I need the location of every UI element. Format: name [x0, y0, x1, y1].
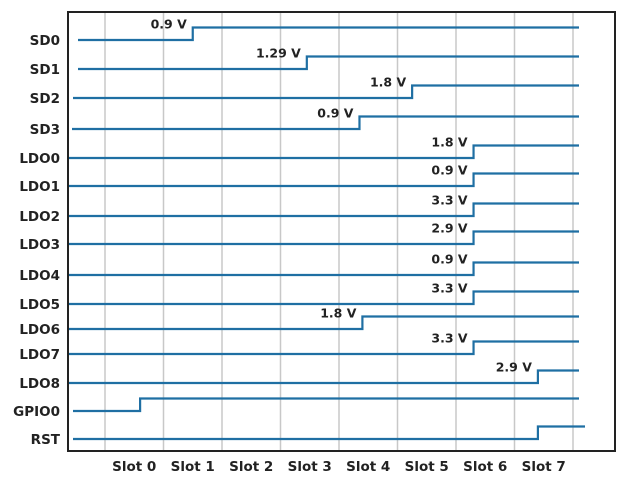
plot-frame [67, 11, 616, 452]
signal-rst: RST [31, 425, 585, 448]
signal-name: LDO7 [19, 347, 60, 363]
signal-name: LDO1 [19, 179, 60, 195]
signal-name: LDO0 [19, 151, 60, 167]
signal-name: SD1 [30, 62, 60, 78]
signal-name: GPIO0 [13, 404, 60, 420]
signal-ldo3: LDO3 2.9 V [19, 221, 579, 253]
slot-label: Slot 0 [112, 459, 156, 475]
signal-name: LDO4 [19, 268, 60, 284]
slot-label: Slot 4 [346, 459, 390, 475]
slot-label: Slot 7 [522, 459, 566, 475]
signal-name: LDO5 [19, 297, 60, 313]
slot-label: Slot 3 [288, 459, 332, 475]
voltage-label: 1.8 V [431, 135, 467, 150]
signal-trace [69, 230, 579, 246]
signal-name: LDO3 [19, 237, 60, 253]
signal-gpio0: GPIO0 [13, 397, 579, 420]
signal-trace [73, 425, 585, 441]
voltage-label: 2.9 V [496, 360, 532, 375]
signal-trace [78, 55, 579, 71]
signal-trace [69, 315, 579, 331]
signal-name: SD0 [30, 33, 60, 49]
signal-ldo4: LDO4 0.9 V [19, 252, 579, 284]
signal-trace [73, 397, 579, 413]
signal-ldo2: LDO2 3.3 V [19, 193, 579, 225]
signal-name: SD2 [30, 91, 60, 107]
signal-trace [69, 290, 579, 306]
signal-ldo0: LDO0 1.8 V [19, 135, 579, 167]
voltage-label: 0.9 V [431, 252, 467, 267]
voltage-label: 1.29 V [256, 46, 301, 61]
voltage-label: 0.9 V [431, 163, 467, 178]
voltage-label: 0.9 V [317, 106, 353, 121]
signal-traces: SD0 0.9 V SD1 1.29 V SD2 1.8 V SD3 0.9 V LDO0 1.8… [13, 17, 585, 448]
signal-ldo6: LDO6 1.8 V [19, 306, 579, 338]
slot-label: Slot 5 [405, 459, 449, 475]
signal-ldo7: LDO7 3.3 V [19, 331, 579, 363]
signal-sd2: SD2 1.8 V [30, 75, 579, 107]
voltage-label: 3.3 V [431, 193, 467, 208]
slot-label: Slot 1 [171, 459, 215, 475]
voltage-label: 3.3 V [431, 281, 467, 296]
signal-trace [69, 144, 579, 160]
slot-label: Slot 6 [463, 459, 507, 475]
slot-axis-labels: Slot 0 Slot 1 Slot 2 Slot 3 Slot 4 Slot 5 Slot… [112, 459, 566, 475]
signal-ldo1: LDO1 0.9 V [19, 163, 579, 195]
signal-sd1: SD1 1.29 V [30, 46, 579, 78]
signal-trace [69, 261, 579, 277]
signal-ldo8: LDO8 2.9 V [19, 360, 579, 392]
voltage-label: 2.9 V [431, 221, 467, 236]
signal-sd0: SD0 0.9 V [30, 17, 579, 49]
signal-trace [69, 369, 579, 385]
signal-trace [78, 26, 579, 42]
voltage-label: 1.8 V [320, 306, 356, 321]
voltage-label: 0.9 V [151, 17, 187, 32]
slot-label: Slot 2 [229, 459, 273, 475]
voltage-label: 3.3 V [431, 331, 467, 346]
signal-trace [69, 340, 579, 356]
signal-ldo5: LDO5 3.3 V [19, 281, 579, 313]
signal-name: LDO8 [19, 376, 60, 392]
signal-name: LDO6 [19, 322, 60, 338]
signal-trace [69, 172, 579, 188]
signal-name: RST [31, 432, 61, 448]
signal-trace [72, 115, 579, 131]
signal-name: SD3 [30, 122, 60, 138]
signal-trace [73, 84, 579, 100]
signal-trace [69, 202, 579, 218]
signal-name: LDO2 [19, 209, 60, 225]
voltage-label: 1.8 V [370, 75, 406, 90]
signal-sd3: SD3 0.9 V [30, 106, 579, 138]
